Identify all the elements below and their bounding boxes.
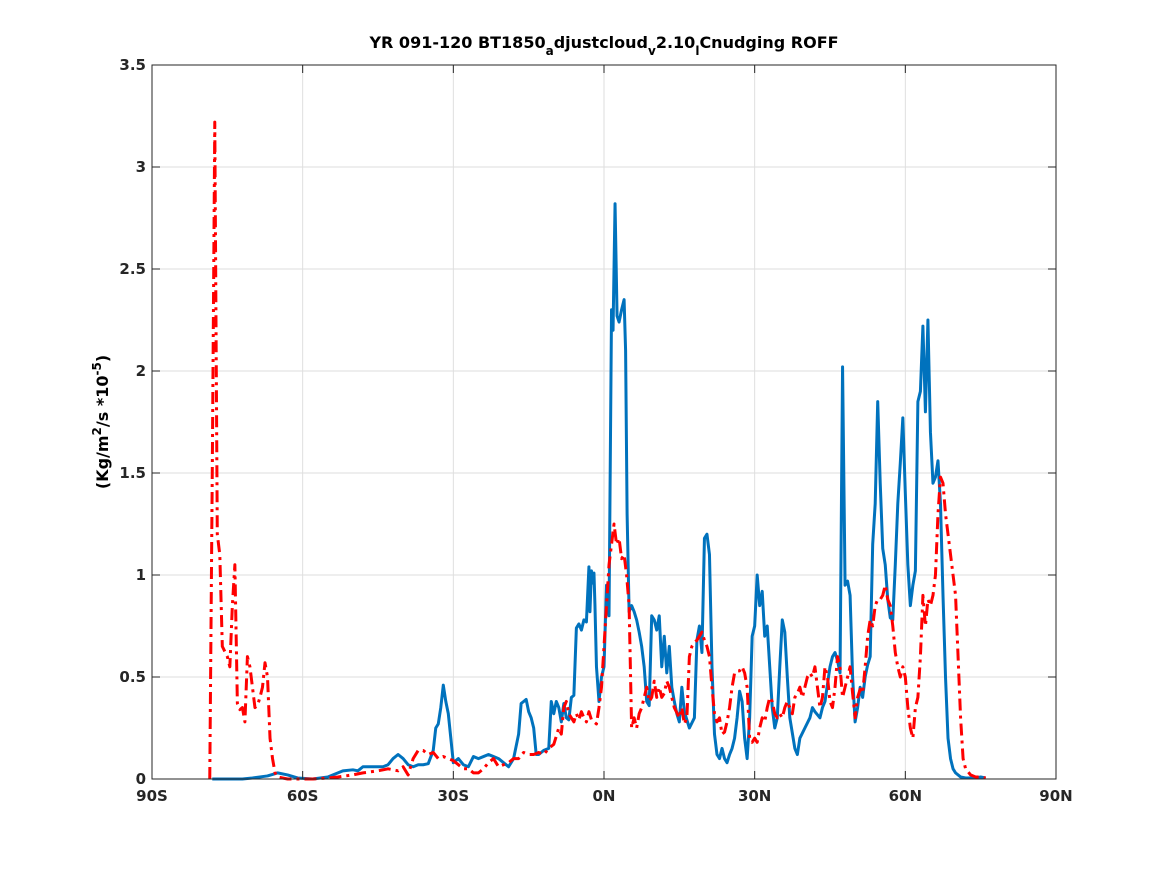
series-line-2 bbox=[208, 120, 986, 781]
x-tick-label: 30N bbox=[738, 787, 771, 805]
x-tick-label: 30S bbox=[437, 787, 469, 805]
y-tick-label: 2 bbox=[136, 362, 146, 380]
grid bbox=[151, 64, 1057, 780]
y-tick-label: 2.5 bbox=[119, 260, 146, 278]
ticks: 90S 60S 30S 0N 30N 60N 90N 0 0.5 1 1.5 2 2.5 3 3.5 bbox=[119, 56, 1072, 805]
x-tick-label: 90N bbox=[1039, 787, 1072, 805]
y-tick-label: 3 bbox=[136, 158, 146, 176]
x-tick-label: 90S bbox=[136, 787, 168, 805]
x-tick-label: 0N bbox=[593, 787, 616, 805]
y-tick-label: 3.5 bbox=[119, 56, 146, 74]
chart-title: YR 091-120 BT1850adjustcloudv2.10lCnudgi… bbox=[368, 33, 838, 58]
y-tick-label: 0 bbox=[136, 770, 146, 788]
y-tick-label: 0.5 bbox=[119, 668, 146, 686]
y-tick-label: 1.5 bbox=[119, 464, 146, 482]
x-tick-label: 60S bbox=[287, 787, 319, 805]
y-axis-label: (Kg/m2/s *10-5) bbox=[90, 355, 112, 489]
series-group bbox=[208, 120, 986, 781]
y-tick-label: 1 bbox=[136, 566, 146, 584]
x-tick-label: 60N bbox=[889, 787, 922, 805]
